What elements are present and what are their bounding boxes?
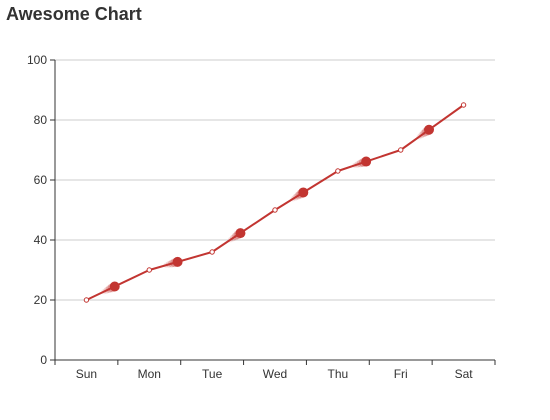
series-line [85,104,465,301]
flow-effect-marker [290,187,309,202]
y-tick-label: 80 [34,113,48,127]
y-tick-label: 20 [34,293,48,307]
flow-head [172,256,183,267]
data-point[interactable] [335,168,341,174]
flow-effect-marker [416,124,434,140]
data-point[interactable] [460,102,467,108]
axes: 0 20 40 60 80 100 Sun Mon Tue Wed Thu Fri Sat [27,53,496,381]
flow-effect-marker [163,256,183,268]
flow-effect-marker [227,228,246,243]
x-tick-label: Sat [455,367,474,381]
flow-trail [292,193,299,201]
flow-effect-marker [101,281,120,295]
y-tick-label: 60 [34,173,48,187]
x-tick-label: Fri [394,367,408,381]
flow-effect-marker [352,156,372,168]
data-point[interactable] [83,297,90,303]
x-tick-label: Thu [328,367,349,381]
x-tick-label: Tue [202,367,223,381]
flow-trail [418,131,425,139]
flow-trail [290,196,296,202]
flow-trail [354,161,361,168]
flow-trail [163,262,169,268]
data-point[interactable] [272,207,278,213]
flow-trail [227,237,234,243]
flow-head [298,187,309,198]
flow-head [235,228,246,239]
grid-lines [55,59,495,301]
y-tick-label: 100 [27,53,47,67]
flow-head [109,281,120,292]
data-point[interactable] [146,267,152,273]
flow-trail [165,261,173,268]
x-tick-label: Sun [76,367,97,381]
flow-trail [352,162,358,168]
y-tick-label: 40 [34,233,48,247]
x-tick-label: Wed [263,367,287,381]
flow-trail [101,289,107,295]
flow-trail [416,134,422,140]
flow-head [361,156,372,167]
y-tick-label: 0 [40,353,47,367]
x-tick-label: Mon [138,367,161,381]
flow-head [424,124,434,135]
data-point[interactable] [209,249,215,255]
chart-title: Awesome Chart [6,4,142,24]
data-point[interactable] [398,147,404,153]
series [83,102,467,303]
flow-trail [103,287,110,294]
flow-trail [229,234,237,242]
